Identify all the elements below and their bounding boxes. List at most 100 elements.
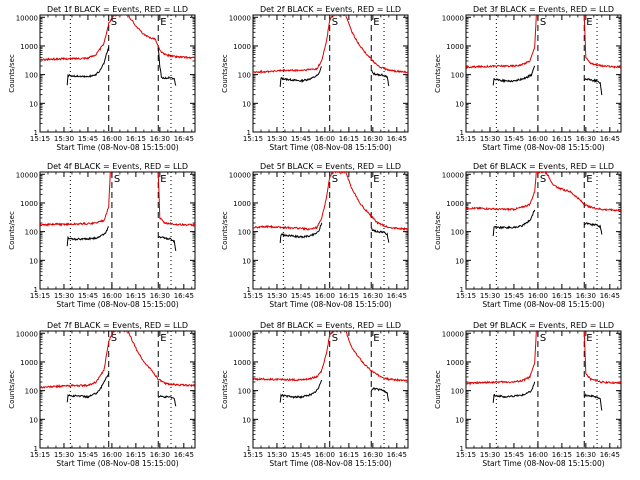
chart-panel-9: Det 9f BLACK = Events, RED = LLD 1 10 100 10… xyxy=(434,321,622,468)
chart-title: Det 1f BLACK = Events, RED = LLD xyxy=(47,5,188,14)
y-tick-label: 100 xyxy=(451,388,464,396)
x-tick-label: 16:45 xyxy=(174,292,194,300)
y-tick-label: 1000 xyxy=(233,359,251,367)
marker-label-s: S xyxy=(111,17,117,28)
y-axis-label: Counts/sec xyxy=(221,370,229,409)
y-tick-label: 1 xyxy=(460,129,464,137)
chart-title: Det 2f BLACK = Events, RED = LLD xyxy=(260,5,401,14)
x-tick-label: 15:15 xyxy=(243,292,263,300)
marker-label-e: E xyxy=(373,174,379,185)
x-tick-label: 15:15 xyxy=(243,135,263,143)
x-axis-label: Start Time (08-Nov-08 15:15:00) xyxy=(269,143,391,152)
y-tick-label: 1 xyxy=(460,286,464,294)
marker-label-s: S xyxy=(332,17,338,28)
y-tick-label: 10 xyxy=(455,100,464,108)
y-tick-label: 1 xyxy=(247,129,251,137)
x-axis-label: Start Time (08-Nov-08 15:15:00) xyxy=(269,459,391,468)
x-tick-label: 16:45 xyxy=(387,292,407,300)
x-tick-label: 16:45 xyxy=(600,451,620,459)
y-axis-label: Counts/sec xyxy=(8,54,16,93)
series-lld-line xyxy=(40,331,195,389)
x-tick-label: 16:45 xyxy=(387,135,407,143)
y-tick-label: 1 xyxy=(34,129,38,137)
y-tick-label: 100 xyxy=(451,72,464,80)
x-tick-label: 15:45 xyxy=(291,292,311,300)
x-tick-label: 16:45 xyxy=(174,135,194,143)
x-tick-label: 16:00 xyxy=(528,292,548,300)
series-events-segment-2 xyxy=(370,387,390,402)
y-axis-label: Counts/sec xyxy=(221,211,229,250)
series-events-segment-1 xyxy=(279,222,323,243)
x-tick-label: 16:30 xyxy=(150,292,170,300)
y-tick-label: 1000 xyxy=(20,359,38,367)
marker-label-e: E xyxy=(160,17,166,28)
x-tick-label: 16:00 xyxy=(528,135,548,143)
x-tick-label: 16:30 xyxy=(576,451,596,459)
x-tick-label: 16:15 xyxy=(339,292,359,300)
series-events-segment-1 xyxy=(492,65,536,86)
x-tick-label: 16:15 xyxy=(552,451,572,459)
y-tick-label: 1 xyxy=(247,445,251,453)
x-axis-label: Start Time (08-Nov-08 15:15:00) xyxy=(56,300,178,309)
plot-frame xyxy=(252,14,409,133)
series-events-segment-2 xyxy=(584,222,603,235)
y-tick-label: 10000 xyxy=(16,330,38,338)
series-events-segment-1 xyxy=(66,226,109,247)
y-axis-label: Counts/sec xyxy=(8,211,16,250)
y-tick-label: 100 xyxy=(25,229,38,237)
y-tick-label: 10 xyxy=(455,257,464,265)
y-tick-label: 100 xyxy=(238,229,251,237)
series-lld-line xyxy=(40,15,195,62)
x-tick-label: 16:00 xyxy=(315,135,335,143)
plot-frame xyxy=(39,14,196,133)
series-events-segment-2 xyxy=(157,47,177,86)
y-tick-label: 1 xyxy=(247,286,251,294)
marker-label-e: E xyxy=(160,174,166,185)
y-tick-label: 10000 xyxy=(442,171,464,179)
series-group xyxy=(253,15,408,87)
x-tick-label: 15:45 xyxy=(504,292,524,300)
marker-label-s: S xyxy=(332,174,338,185)
marker-label-e: E xyxy=(160,333,166,344)
chart-title: Det 7f BLACK = Events, RED = LLD xyxy=(47,321,188,330)
y-tick-label: 1000 xyxy=(446,200,464,208)
x-tick-label: 15:30 xyxy=(267,451,287,459)
y-tick-label: 1000 xyxy=(233,200,251,208)
series-group xyxy=(40,15,195,86)
x-tick-label: 15:30 xyxy=(54,135,74,143)
y-tick-label: 1 xyxy=(460,445,464,453)
chart-title: Det 8f BLACK = Events, RED = LLD xyxy=(260,321,401,330)
x-tick-label: 16:15 xyxy=(552,135,572,143)
chart-title: Det 6f BLACK = Events, RED = LLD xyxy=(473,162,614,171)
y-axis-label: Counts/sec xyxy=(434,370,442,409)
x-tick-label: 15:15 xyxy=(243,451,263,459)
y-tick-label: 10000 xyxy=(16,14,38,22)
series-lld-line xyxy=(253,331,408,383)
chart-title: Det 5f BLACK = Events, RED = LLD xyxy=(260,162,401,171)
x-tick-label: 15:15 xyxy=(456,135,476,143)
series-events-segment-2 xyxy=(157,236,177,251)
marker-label-e: E xyxy=(586,174,592,185)
series-events-segment-1 xyxy=(492,381,536,403)
x-tick-label: 16:45 xyxy=(600,292,620,300)
marker-label-e: E xyxy=(373,333,379,344)
plot-frame xyxy=(39,330,196,449)
series-lld-line xyxy=(253,172,408,231)
plot-frame xyxy=(465,171,622,290)
x-tick-label: 16:30 xyxy=(363,292,383,300)
x-axis-label: Start Time (08-Nov-08 15:15:00) xyxy=(482,143,604,152)
y-tick-label: 10 xyxy=(29,416,38,424)
y-tick-label: 10 xyxy=(29,100,38,108)
x-tick-label: 15:30 xyxy=(54,451,74,459)
series-lld-line xyxy=(466,331,537,386)
x-tick-label: 16:30 xyxy=(150,135,170,143)
series-lld-line xyxy=(40,172,111,227)
x-tick-label: 15:45 xyxy=(504,135,524,143)
y-axis-label: Counts/sec xyxy=(221,54,229,93)
marker-label-e: E xyxy=(586,17,592,28)
x-tick-label: 16:30 xyxy=(363,451,383,459)
x-tick-label: 15:15 xyxy=(456,292,476,300)
y-tick-label: 10 xyxy=(242,416,251,424)
x-axis-label: Start Time (08-Nov-08 15:15:00) xyxy=(269,300,391,309)
x-tick-label: 16:15 xyxy=(339,135,359,143)
